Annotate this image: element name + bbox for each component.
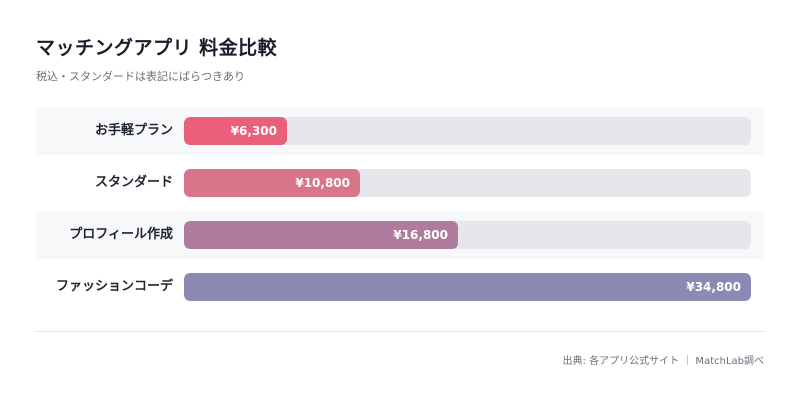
divider [36,331,764,332]
bar: ¥10,800 [184,169,360,197]
chart-subtitle: 税込・スタンダードは表記にばらつきあり [36,70,245,83]
bar-track: ¥6,300 [184,117,751,145]
bar-value-label: ¥16,800 [393,228,448,242]
category-label: お手軽プラン [94,123,173,138]
bar-row: スタンダード ¥10,800 [36,159,764,207]
bar-value-label: ¥34,800 [686,280,741,294]
bar: ¥6,300 [184,117,287,145]
bar-track: ¥10,800 [184,169,751,197]
bar-value-label: ¥6,300 [230,124,277,138]
category-label: スタンダード [94,175,173,190]
source-note: 出典: 各アプリ公式サイト ｜ MatchLab調べ [562,356,764,367]
bar-row: プロフィール作成 ¥16,800 [36,211,764,259]
bar-track: ¥16,800 [184,221,751,249]
bar-value-label: ¥10,800 [295,176,350,190]
bar-row: お手軽プラン ¥6,300 [36,107,764,155]
bar: ¥34,800 [184,273,751,301]
bar-track: ¥34,800 [184,273,751,301]
bar-row: ファッションコーデ ¥34,800 [36,263,764,311]
bar: ¥16,800 [184,221,458,249]
bar-chart: お手軽プラン ¥6,300 スタンダード ¥10,800 プロフィール作成 ¥16,800… [36,107,764,315]
category-label: ファッションコーデ [55,279,173,294]
chart-title: マッチングアプリ 料金比較 [36,37,278,59]
category-label: プロフィール作成 [69,227,173,242]
